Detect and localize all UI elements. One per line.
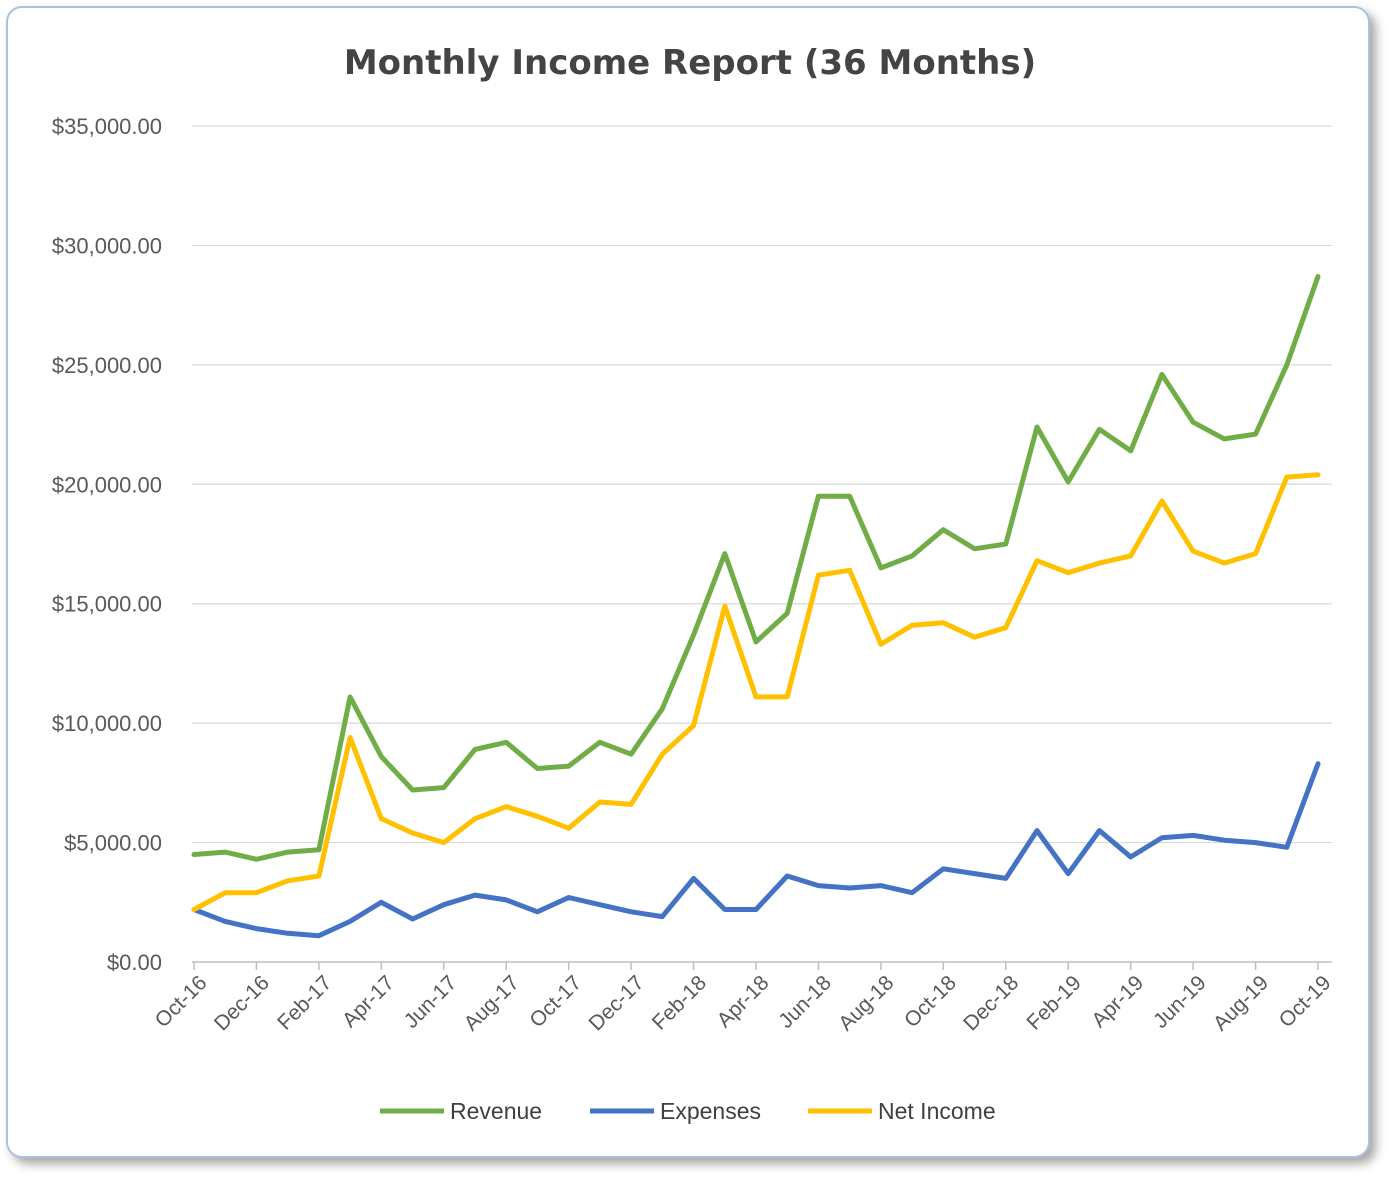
x-tick-label: Feb-18 <box>648 971 711 1034</box>
y-tick-label: $0.00 <box>107 950 162 975</box>
x-tick-label: Oct-19 <box>1275 971 1336 1032</box>
y-tick-label: $15,000.00 <box>52 592 162 617</box>
x-tick-label: Feb-19 <box>1022 971 1085 1034</box>
x-tick-label: Dec-16 <box>210 971 274 1035</box>
legend-label: Revenue <box>450 1098 542 1124</box>
x-tick-label: Feb-17 <box>273 971 336 1034</box>
legend: Revenue Expenses Net Income <box>380 1098 996 1124</box>
y-tick-label: $25,000.00 <box>52 353 162 378</box>
x-tick-label: Dec-17 <box>585 971 649 1035</box>
x-tick-label: Jun-19 <box>1149 971 1211 1033</box>
y-tick-label: $10,000.00 <box>52 711 162 736</box>
y-tick-label: $20,000.00 <box>52 472 162 497</box>
x-tick-label: Aug-17 <box>460 971 524 1035</box>
y-tick-label: $30,000.00 <box>52 233 162 258</box>
x-tick-label: Jun-17 <box>400 971 462 1033</box>
x-tick-label: Apr-19 <box>1087 971 1148 1032</box>
legend-label: Expenses <box>660 1098 761 1124</box>
x-tick-label: Aug-18 <box>834 971 898 1035</box>
y-axis: $0.00 $5,000.00 $10,000.00 $15,000.00 $20,00… <box>52 114 162 975</box>
x-tick-label: Dec-18 <box>959 971 1023 1035</box>
series-line-net-income <box>191 472 1321 912</box>
series-line-expenses <box>191 761 1321 939</box>
chart-title: Monthly Income Report (36 Months) <box>344 43 1036 83</box>
series-line-revenue <box>191 274 1321 862</box>
chart-card <box>6 6 1370 1158</box>
series-lines <box>191 274 1321 939</box>
x-tick-label: Oct-18 <box>900 971 961 1032</box>
x-tick-label: Aug-19 <box>1209 971 1273 1035</box>
legend-label: Net Income <box>878 1098 996 1124</box>
x-tick-label: Oct-17 <box>525 971 586 1032</box>
x-tick-label: Oct-16 <box>151 971 212 1032</box>
x-tick-label: Apr-18 <box>713 971 774 1032</box>
y-tick-label: $5,000.00 <box>64 831 162 856</box>
x-tick-label: Jun-18 <box>774 971 836 1033</box>
y-tick-label: $35,000.00 <box>52 114 162 139</box>
x-tick-label: Apr-17 <box>338 971 399 1032</box>
